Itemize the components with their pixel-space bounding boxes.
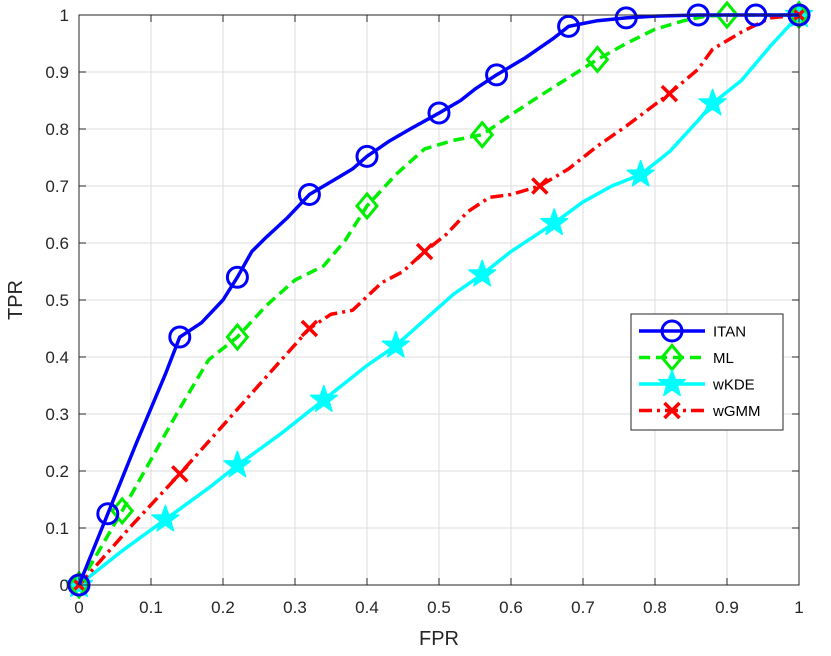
series-point xyxy=(151,504,180,532)
x-tick-label: 0.3 xyxy=(283,598,307,617)
x-tick-label: 0.7 xyxy=(571,598,595,617)
x-tick-label: 0.9 xyxy=(715,598,739,617)
legend-label: ML xyxy=(713,350,734,367)
x-tick-label: 0.5 xyxy=(427,598,451,617)
series-point xyxy=(427,101,451,125)
x-tick-label: 0.1 xyxy=(139,598,163,617)
legend-label: wGMM xyxy=(712,403,761,420)
y-tick-label: 0 xyxy=(60,576,69,595)
series-point xyxy=(468,259,497,287)
series-point xyxy=(660,84,679,103)
series-point xyxy=(715,0,739,30)
x-axis-label: FPR xyxy=(419,628,459,650)
legend-label: wKDE xyxy=(712,377,755,394)
series-point xyxy=(67,570,91,600)
series-point xyxy=(585,45,610,74)
series-point xyxy=(225,322,250,352)
x-tick-label: 1 xyxy=(794,598,803,617)
y-tick-label: 0.6 xyxy=(45,234,69,253)
series-point xyxy=(309,385,338,412)
grid xyxy=(79,15,799,585)
series-line xyxy=(77,13,800,587)
series-point xyxy=(297,183,321,207)
x-tick-label: 0 xyxy=(74,598,83,617)
x-tick-label: 0.8 xyxy=(643,598,667,617)
y-tick-label: 0.7 xyxy=(45,177,69,196)
legend-marker xyxy=(663,401,681,420)
series-point xyxy=(415,242,434,261)
series-point xyxy=(540,208,569,236)
y-axis-label: TPR xyxy=(5,280,27,320)
x-tick-label: 0.2 xyxy=(211,598,235,617)
series-point xyxy=(531,177,549,195)
series-point xyxy=(626,159,655,187)
y-tick-label: 1 xyxy=(60,6,69,25)
series-point xyxy=(96,502,120,526)
legend-entry: wKDE xyxy=(639,369,755,397)
y-tick-label: 0.2 xyxy=(45,462,69,481)
series-point xyxy=(381,330,410,358)
legend-entry: ITAN xyxy=(639,319,746,343)
y-tick-label: 0.3 xyxy=(45,405,69,424)
y-tick-label: 0.1 xyxy=(45,519,69,538)
series-wkde xyxy=(64,0,814,598)
legend: ITAN ML wKDE wGMM xyxy=(630,313,784,431)
series-point xyxy=(698,88,727,116)
series-point xyxy=(355,144,379,168)
legend-marker xyxy=(657,369,687,397)
series-point xyxy=(614,6,638,30)
legend-box xyxy=(630,313,784,431)
series-line xyxy=(77,13,799,586)
series-point xyxy=(300,319,319,338)
legend-label: ITAN xyxy=(713,324,746,341)
series-point xyxy=(557,14,581,38)
x-tick-label: 0.4 xyxy=(355,598,379,617)
series-point xyxy=(355,191,379,221)
series-point xyxy=(223,450,252,478)
x-tick-label: 0.6 xyxy=(499,598,523,617)
y-tick-label: 0.9 xyxy=(45,63,69,82)
series-point xyxy=(168,325,192,349)
series-point xyxy=(225,265,249,289)
series-line xyxy=(77,13,799,586)
ticks: 0 0.1 0.2 0.3 0.4 0.5 0.6 0.7 0.8 0.9 1 0 0.1 0.2 0.3 0… xyxy=(45,6,803,617)
legend-marker xyxy=(660,319,684,343)
y-tick-label: 0.5 xyxy=(45,291,69,310)
series-point xyxy=(485,63,509,87)
y-tick-label: 0.8 xyxy=(45,120,69,139)
series-point xyxy=(171,465,189,483)
y-tick-label: 0.4 xyxy=(45,348,69,367)
series-point xyxy=(470,120,495,150)
legend-entry: wGMM xyxy=(639,401,761,420)
